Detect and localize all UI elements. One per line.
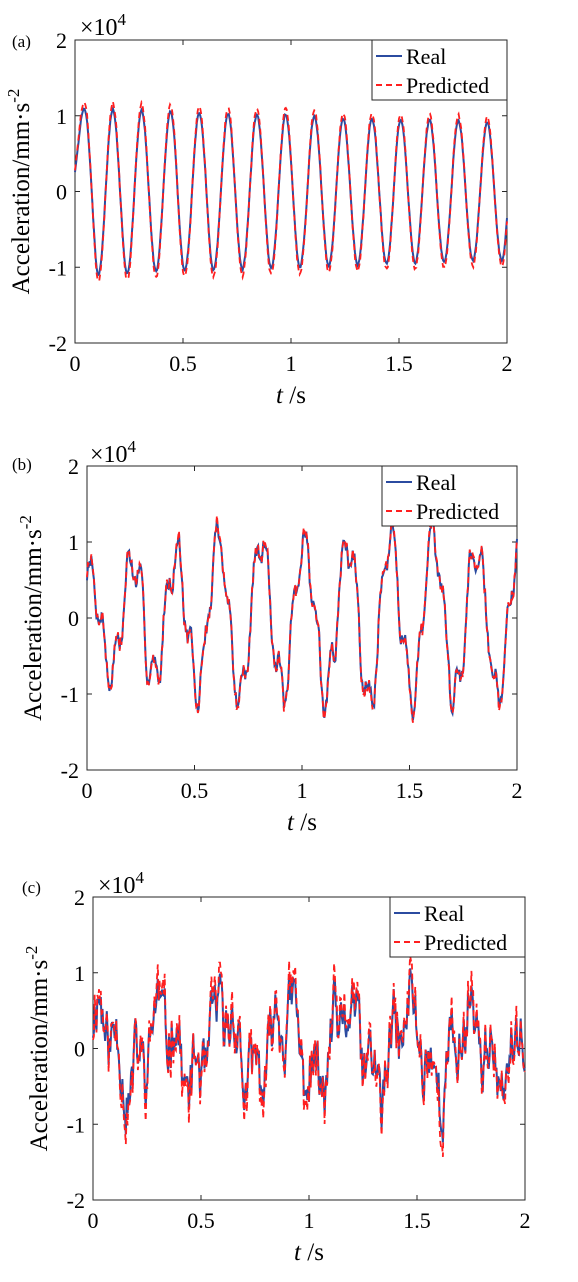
- series-predicted-line: [74, 98, 508, 283]
- axis-multiplier: ×104: [90, 437, 137, 468]
- legend-box: [381, 465, 518, 527]
- x-tick-label: 1.5: [385, 351, 413, 376]
- y-tick-label: 2: [68, 454, 79, 479]
- x-axis-label: t /s: [287, 809, 317, 836]
- legend-label-real: Real: [424, 901, 464, 926]
- multiplier-exponent: 4: [136, 868, 145, 887]
- legend-label-real: Real: [406, 44, 446, 69]
- y-tick-label: -2: [61, 758, 79, 783]
- legend-box: [389, 896, 526, 958]
- x-tick-label: 0: [70, 351, 81, 376]
- x-axis-label-var: t: [276, 382, 284, 409]
- multiplier-exponent: 4: [128, 437, 137, 456]
- x-tick-label: 0.5: [169, 351, 197, 376]
- multiplier-base: ×10: [80, 15, 118, 41]
- x-tick-label: 2: [512, 778, 523, 803]
- y-axis-label-exp: -2: [4, 89, 23, 103]
- y-tick-label: 1: [56, 104, 67, 129]
- multiplier-base: ×10: [90, 442, 128, 468]
- x-tick-label: 0.5: [181, 778, 209, 803]
- y-tick-label: 2: [56, 28, 67, 53]
- x-axis-label: t /s: [276, 382, 306, 409]
- series-predicted-line: [92, 955, 526, 1157]
- chart-panel-1: 0 0.5 1 1.5 2 2 1 0 -1 -2 (a) ×104 Acceleration/mm·s…: [4, 10, 513, 409]
- y-axis-label: Acceleration/mm·s-2: [16, 515, 47, 721]
- x-tick-label: 1: [304, 1208, 315, 1233]
- panel-label: (c): [22, 878, 41, 897]
- y-axis-label-exp: -2: [16, 515, 35, 529]
- x-tick-label: 0: [82, 778, 93, 803]
- legend-label-real: Real: [416, 470, 456, 495]
- x-tick-label: 1: [297, 778, 308, 803]
- legend: Real Predicted: [381, 465, 518, 527]
- x-axis-label-var: t: [287, 809, 295, 836]
- x-axis-label-unit: /s: [301, 1239, 324, 1266]
- legend-label-predicted: Predicted: [416, 499, 499, 524]
- y-tick-label: 1: [74, 961, 85, 986]
- legend-label-predicted: Predicted: [424, 930, 507, 955]
- x-tick-label: 1: [286, 351, 297, 376]
- x-axis-label-unit: /s: [294, 809, 317, 836]
- y-tick-label: 0: [68, 606, 79, 631]
- x-tick-label: 2: [520, 1208, 531, 1233]
- y-tick-label: -2: [49, 331, 67, 356]
- chart-panel-2: 0 0.5 1 1.5 2 2 1 0 -1 -2 (b) ×104 Acceleration/mm·s…: [12, 437, 523, 836]
- legend: Real Predicted: [389, 896, 526, 958]
- x-tick-label: 1.5: [403, 1208, 431, 1233]
- y-axis-label: Acceleration/mm·s-2: [4, 89, 35, 295]
- multiplier-base: ×10: [98, 873, 136, 899]
- chart-panel-3: 0 0.5 1 1.5 2 2 1 0 -1 -2 (c) ×104 Acceleration/mm·s…: [22, 868, 531, 1266]
- legend-box: [371, 39, 508, 101]
- y-tick-label: -1: [49, 255, 67, 280]
- y-axis-label: Acceleration/mm·s-2: [22, 946, 53, 1152]
- x-tick-label: 0: [88, 1208, 99, 1233]
- x-tick-label: 1.5: [396, 778, 424, 803]
- y-tick-label: -1: [67, 1112, 85, 1137]
- y-tick-label: -2: [67, 1188, 85, 1213]
- panel-label: (b): [12, 455, 32, 474]
- series-predicted-line: [86, 510, 518, 723]
- x-axis-label-unit: /s: [283, 382, 306, 409]
- panel-label: (a): [12, 32, 31, 51]
- y-tick-label: -1: [61, 682, 79, 707]
- legend: Real Predicted: [371, 39, 508, 101]
- y-tick-label: 2: [74, 885, 85, 910]
- y-axis-label-text: Acceleration/mm·s: [20, 529, 47, 721]
- axis-multiplier: ×104: [98, 868, 145, 899]
- y-tick-label: 0: [56, 180, 67, 205]
- x-tick-label: 0.5: [187, 1208, 215, 1233]
- x-axis-label-var: t: [294, 1239, 302, 1266]
- x-axis-label: t /s: [294, 1239, 324, 1266]
- multiplier-exponent: 4: [118, 10, 127, 29]
- y-tick-label: 1: [68, 530, 79, 555]
- axis-multiplier: ×104: [80, 10, 127, 41]
- y-tick-label: 0: [74, 1037, 85, 1062]
- legend-label-predicted: Predicted: [406, 73, 489, 98]
- y-axis-label-text: Acceleration/mm·s: [8, 103, 35, 295]
- x-tick-label: 2: [502, 351, 513, 376]
- y-axis-label-exp: -2: [22, 946, 41, 960]
- y-axis-label-text: Acceleration/mm·s: [26, 960, 53, 1152]
